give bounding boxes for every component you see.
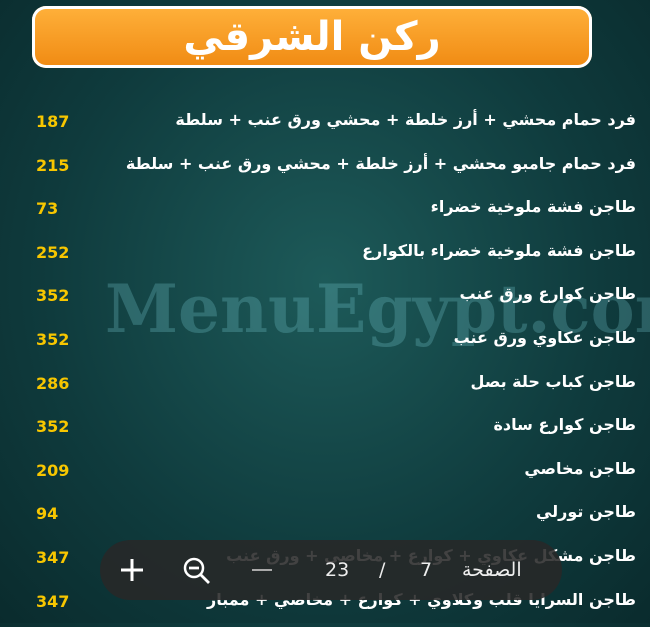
item-price: 352 [36, 417, 70, 437]
item-price: 187 [36, 112, 70, 131]
page-label: الصفحة [462, 559, 522, 581]
item-price: 73 [36, 199, 59, 219]
item-price: 94 [36, 504, 59, 524]
current-page[interactable]: 7 [420, 559, 433, 581]
item-name: طاجن كوارع سادة [493, 415, 636, 435]
item-name: طاجن فشة ملوخية خضراء [430, 197, 636, 217]
item-name: طاجن عكاوي ورق عنب [453, 327, 636, 347]
item-name: طاجن كباب حلة بصل [470, 371, 636, 391]
item-name: طاجن كوارع ورق عنب [459, 284, 636, 304]
item-name: فرد حمام جامبو محشي + أرز خلطة + محشي ور… [125, 153, 636, 173]
item-price: 352 [36, 329, 70, 349]
watermark: MenuEgypt.com [105, 270, 650, 348]
menu-item: طاجن كباب حلة بصل 286 [0, 366, 650, 410]
menu-item: طاجن تورلي 94 [0, 496, 650, 540]
menu-item: طاجن فشة ملوخية خضراء بالكوارع 252 [0, 235, 650, 279]
page-separator: / [379, 559, 386, 581]
item-price: 209 [36, 460, 70, 480]
zoom-out-button[interactable] [182, 556, 212, 586]
item-price: 215 [36, 155, 70, 175]
zoom-in-button[interactable] [118, 556, 146, 584]
item-price: 252 [36, 242, 70, 262]
menu-item: طاجن مخاصي 209 [0, 453, 650, 497]
menu-item: فرد حمام جامبو محشي + أرز خلطة + محشي ور… [0, 148, 650, 192]
total-pages: 23 [325, 559, 350, 581]
item-name: طاجن تورلي [535, 502, 636, 522]
item-price: 286 [36, 373, 70, 393]
viewer-toolbar: 23 / 7 الصفحة [100, 540, 562, 600]
menu-item: فرد حمام محشي + أرز خلطة + محشي ورق عنب … [0, 104, 650, 148]
header-banner: ركن الشرقي [32, 6, 592, 68]
minus-button[interactable] [248, 556, 276, 584]
item-price: 352 [36, 286, 70, 306]
item-price: 347 [36, 547, 70, 567]
menu-item: طاجن كوارع ورق عنب 352 [0, 278, 650, 322]
item-price: 347 [36, 591, 70, 611]
item-name: طاجن مخاصي [524, 458, 636, 478]
menu-item: طاجن فشة ملوخية خضراء 73 [0, 191, 650, 235]
menu-item: طاجن كوارع سادة 352 [0, 409, 650, 453]
item-name: طاجن فشة ملوخية خضراء بالكوارع [362, 240, 636, 260]
menu-item: طاجن عكاوي ورق عنب 352 [0, 322, 650, 366]
title: ركن الشرقي [183, 14, 441, 60]
item-name: فرد حمام محشي + أرز خلطة + محشي ورق عنب … [175, 110, 636, 129]
